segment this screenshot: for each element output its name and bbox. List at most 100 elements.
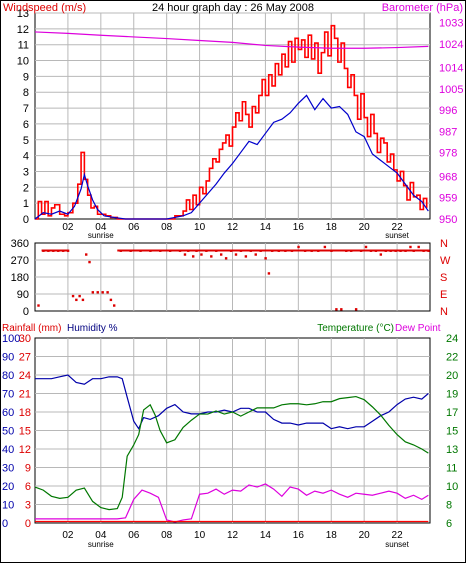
windspeed-tick: 3 — [23, 166, 29, 178]
direction-point — [37, 304, 40, 307]
direction-point — [106, 291, 109, 294]
direction-point — [219, 253, 223, 256]
direction-point — [200, 253, 203, 256]
barometer-tick: 987 — [439, 126, 457, 138]
dewpoint-series-line — [35, 483, 429, 523]
humidity-tick: 90 — [2, 352, 14, 364]
humidity-tick: 40 — [2, 444, 14, 456]
compass-tick: E — [440, 289, 447, 301]
direction-point — [109, 298, 113, 302]
windspeed-axis-label: Windspeed (m/s) — [3, 2, 86, 14]
hour-tick: 06 — [128, 530, 140, 541]
windspeed-tick: 12 — [17, 24, 29, 36]
barometer-tick: 1024 — [439, 39, 463, 51]
rainfall-tick: 27 — [19, 352, 31, 364]
temperature-series-line — [34, 395, 429, 511]
temperature-tick: 15 — [446, 426, 458, 438]
degree-tick: 360 — [11, 238, 29, 250]
hour-tick: 20 — [359, 222, 371, 233]
temperature-tick: 11 — [446, 463, 457, 475]
sunrise-label-bottom: sunrise — [88, 540, 114, 549]
hour-tick: 08 — [161, 530, 173, 541]
degree-tick: 270 — [11, 255, 29, 267]
dewpoint-axis-label: Dew Point — [395, 323, 441, 334]
hour-tick: 02 — [62, 222, 74, 233]
direction-point — [340, 308, 343, 311]
direction-point — [254, 253, 257, 256]
sunset-label: sunset — [385, 231, 409, 240]
humidity-tick: 0 — [2, 518, 8, 530]
barometer-tick: 1005 — [439, 84, 463, 96]
rainfall-tick: 6 — [25, 481, 31, 493]
windspeed-tick: 1 — [23, 198, 29, 210]
windspeed-tick: 6 — [23, 119, 29, 131]
hour-tick: 08 — [161, 222, 173, 233]
direction-point — [224, 257, 228, 260]
hour-tick: 04 — [95, 222, 107, 233]
chart-title: 24 hour graph day : 26 May 2008 — [152, 2, 314, 14]
humidity-tick: 30 — [2, 463, 14, 475]
hour-tick: 22 — [392, 530, 404, 541]
rainfall-tick: 15 — [19, 426, 31, 438]
windspeed-tick: 5 — [23, 135, 29, 147]
direction-point — [96, 291, 99, 294]
barometer-series-line — [34, 31, 429, 49]
direction-point — [101, 291, 104, 294]
direction-point — [75, 298, 78, 302]
direction-point — [267, 272, 271, 275]
barometer-tick: 968 — [439, 171, 457, 183]
temperature-tick: 22 — [446, 352, 458, 364]
direction-point — [85, 253, 88, 256]
hour-tick: 18 — [326, 530, 338, 541]
direction-point — [417, 245, 420, 249]
barometer-axis-label: Barometer (hPa) — [382, 2, 463, 14]
degree-tick-labels: 0 90 180 270 360 — [11, 238, 29, 318]
degree-tick: 180 — [11, 272, 29, 284]
humidity-tick-labels: 0 10 20 30 40 50 60 70 80 90 100 — [2, 333, 20, 530]
hour-tick: 16 — [293, 222, 305, 233]
direction-point — [66, 249, 70, 252]
rainfall-tick: 0 — [25, 518, 31, 530]
humidity-axis-label: Humidity % — [67, 323, 118, 334]
windspeed-tick: 7 — [23, 103, 29, 115]
humidity-series-group — [34, 374, 429, 523]
windspeed-tick: 2 — [23, 182, 29, 194]
temperature-tick: 17 — [446, 407, 458, 419]
degree-tick: 90 — [17, 289, 29, 301]
direction-point — [183, 253, 187, 256]
windspeed-tick: 0 — [23, 214, 29, 226]
direction-point — [335, 308, 338, 311]
hour-tick: 18 — [326, 222, 338, 233]
rainfall-tick: 24 — [19, 370, 31, 382]
compass-tick: N — [440, 238, 448, 250]
hour-tick: 12 — [227, 530, 239, 541]
humidity-tick: 50 — [2, 426, 14, 438]
rainfall-tick: 30 — [19, 333, 31, 345]
direction-point — [244, 255, 248, 258]
direction-point — [323, 245, 327, 249]
barometer-tick-labels: 950 959 968 978 987 996 1005 1014 1024 1033 — [439, 17, 463, 226]
rainfall-axis-label: Rainfall (mm) — [2, 323, 61, 334]
compass-tick: S — [440, 272, 447, 284]
rainfall-tick-labels: 0 3 6 9 12 15 18 21 24 27 30 — [19, 333, 31, 530]
hour-tick: 16 — [293, 530, 305, 541]
barometer-tick: 978 — [439, 148, 457, 160]
temperature-axis-label: Temperature (°C) — [317, 323, 394, 334]
humidity-temperature-chart: 0 10 20 30 40 50 60 70 80 90 100 0 3 6 9 12 15 18 21 24 27 3… — [2, 323, 458, 549]
direction-point — [409, 245, 412, 249]
windspeed-tick: 9 — [23, 71, 29, 83]
temperature-tick: 24 — [446, 333, 458, 345]
hour-tick: 10 — [194, 530, 206, 541]
hour-tick: 20 — [359, 530, 371, 541]
temperature-tick: 19 — [446, 389, 458, 401]
humidity-tick: 80 — [2, 370, 14, 382]
degree-tick: 0 — [23, 306, 29, 318]
barometer-tick: 1033 — [439, 17, 463, 29]
temperature-tick: 10 — [446, 481, 458, 493]
sunrise-label: sunrise — [88, 231, 114, 240]
direction-point — [264, 257, 267, 260]
compass-tick: W — [440, 255, 451, 267]
direction-point — [234, 253, 238, 256]
